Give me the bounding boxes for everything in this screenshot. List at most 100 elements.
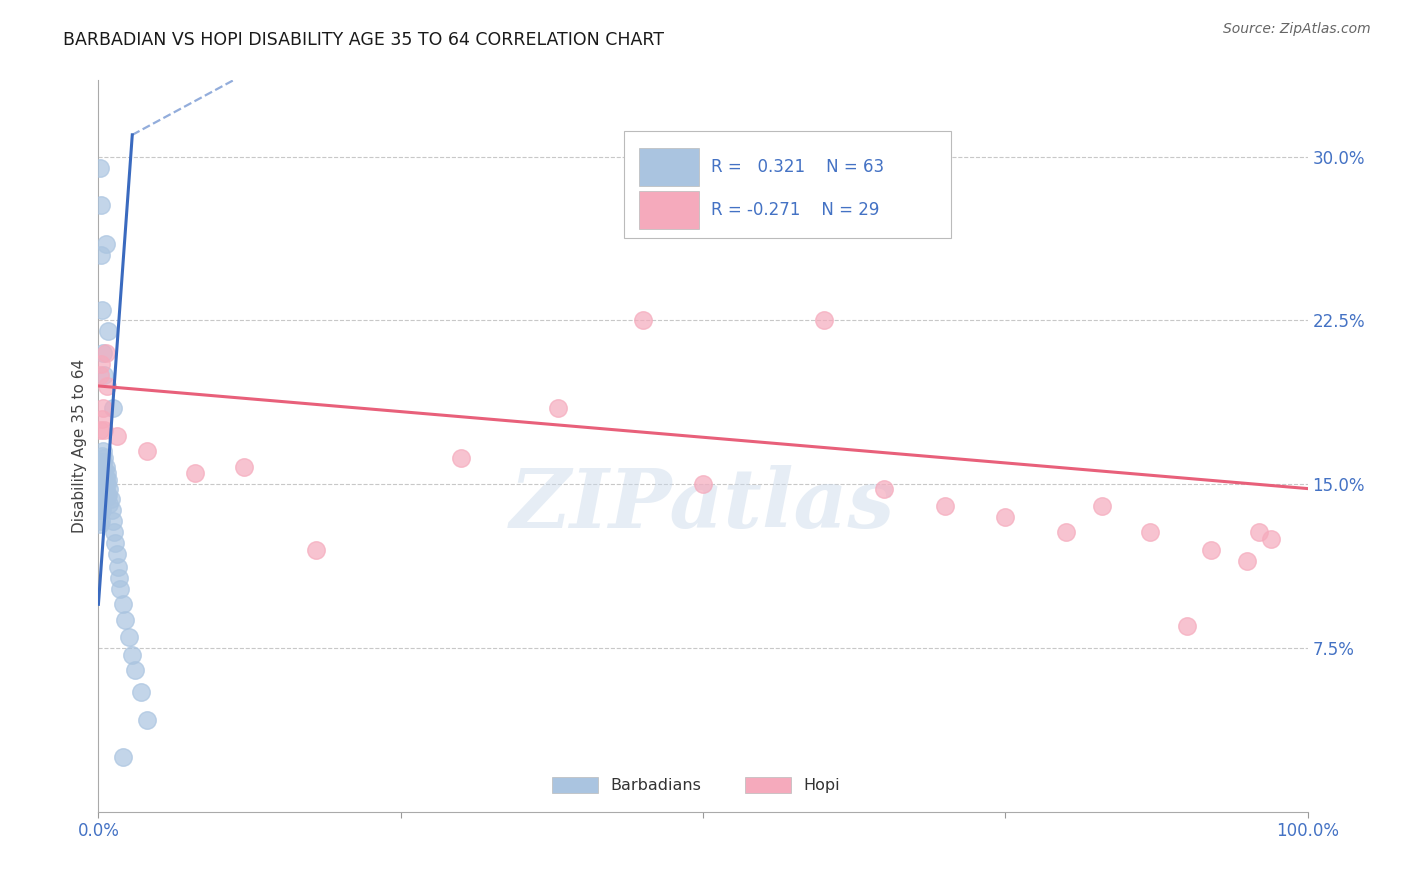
Point	[94, 470, 117, 484]
Point	[91, 401, 114, 415]
Point	[121, 648, 143, 662]
Point	[96, 379, 118, 393]
Point	[94, 483, 117, 498]
Text: Barbadians: Barbadians	[610, 778, 700, 793]
Point	[1091, 499, 1114, 513]
Point	[450, 450, 472, 465]
Point	[97, 488, 120, 502]
Point	[1139, 525, 1161, 540]
FancyBboxPatch shape	[638, 148, 699, 186]
Point	[89, 368, 111, 382]
Point	[96, 467, 118, 481]
Point	[101, 401, 124, 415]
Point	[90, 455, 112, 469]
Point	[124, 663, 146, 677]
Text: R = -0.271    N = 29: R = -0.271 N = 29	[711, 201, 880, 219]
Point	[813, 313, 835, 327]
Point	[94, 237, 117, 252]
FancyBboxPatch shape	[745, 777, 792, 794]
Point	[89, 161, 111, 175]
Point	[93, 368, 115, 382]
Point	[90, 477, 112, 491]
Text: ZIPatlas: ZIPatlas	[510, 465, 896, 544]
Point	[91, 459, 114, 474]
Point	[1199, 542, 1222, 557]
Point	[89, 467, 111, 481]
Point	[96, 477, 118, 491]
Point	[89, 494, 111, 508]
Point	[101, 514, 124, 528]
Point	[111, 597, 134, 611]
Point	[108, 582, 131, 596]
Point	[135, 713, 157, 727]
Point	[108, 571, 131, 585]
Point	[91, 411, 114, 425]
Text: R =   0.321    N = 63: R = 0.321 N = 63	[711, 158, 884, 177]
Point	[100, 492, 122, 507]
Point	[305, 542, 328, 557]
Point	[90, 494, 112, 508]
Point	[89, 503, 111, 517]
Point	[1054, 525, 1077, 540]
Point	[104, 536, 127, 550]
Point	[1260, 532, 1282, 546]
FancyBboxPatch shape	[551, 777, 598, 794]
Point	[91, 449, 114, 463]
Point	[547, 401, 569, 415]
Point	[91, 503, 114, 517]
Point	[97, 324, 120, 338]
Point	[90, 198, 112, 212]
Point	[91, 470, 114, 484]
Point	[90, 467, 112, 481]
Point	[91, 482, 114, 496]
Point	[103, 525, 125, 540]
Point	[873, 482, 896, 496]
Point	[93, 450, 115, 465]
Point	[94, 459, 117, 474]
Point	[1175, 619, 1198, 633]
Point	[129, 684, 152, 698]
Point	[90, 503, 112, 517]
Text: BARBADIAN VS HOPI DISABILITY AGE 35 TO 64 CORRELATION CHART: BARBADIAN VS HOPI DISABILITY AGE 35 TO 6…	[63, 31, 664, 49]
Point	[91, 492, 114, 507]
FancyBboxPatch shape	[624, 131, 950, 237]
Point	[90, 248, 112, 262]
Point	[94, 346, 117, 360]
Point	[232, 459, 254, 474]
Point	[90, 357, 112, 371]
Point	[93, 473, 115, 487]
Point	[105, 429, 128, 443]
Point	[93, 483, 115, 498]
Point	[91, 346, 114, 360]
Y-axis label: Disability Age 35 to 64: Disability Age 35 to 64	[72, 359, 87, 533]
Point	[91, 455, 114, 469]
Point	[91, 467, 114, 481]
Point	[105, 547, 128, 561]
Text: Source: ZipAtlas.com: Source: ZipAtlas.com	[1223, 22, 1371, 37]
Point	[934, 499, 956, 513]
Point	[184, 467, 207, 481]
Point	[114, 613, 136, 627]
Point	[93, 423, 115, 437]
Text: Hopi: Hopi	[803, 778, 839, 793]
Point	[118, 630, 141, 644]
Point	[90, 514, 112, 528]
Point	[692, 477, 714, 491]
FancyBboxPatch shape	[638, 191, 699, 228]
Point	[90, 488, 112, 502]
Point	[135, 444, 157, 458]
Point	[97, 473, 120, 487]
Point	[91, 302, 114, 317]
Point	[100, 503, 122, 517]
Point	[89, 423, 111, 437]
Point	[96, 491, 118, 505]
Point	[994, 510, 1017, 524]
Point	[1249, 525, 1271, 540]
Point	[107, 560, 129, 574]
Point	[631, 313, 654, 327]
Point	[98, 497, 121, 511]
Point	[91, 444, 114, 458]
Point	[89, 516, 111, 531]
Point	[91, 477, 114, 491]
Point	[1236, 554, 1258, 568]
